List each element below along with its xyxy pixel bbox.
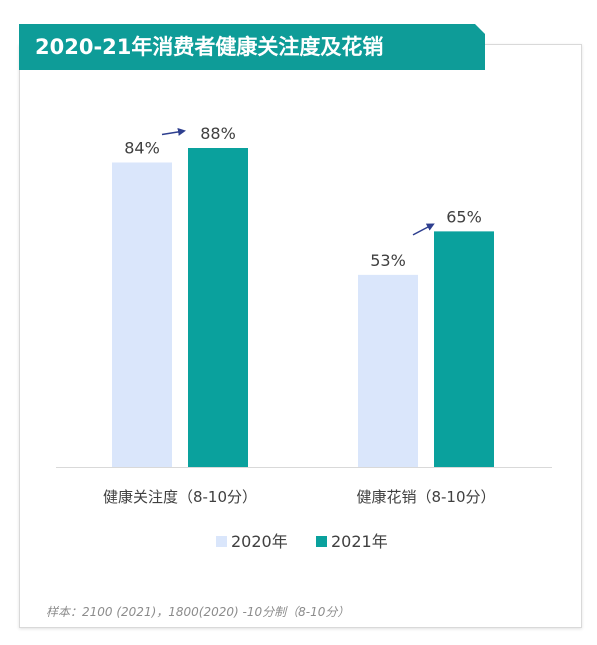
bar-2021-group-1 <box>188 148 248 467</box>
title-banner: 2020-21年消费者健康关注度及花销 <box>19 24 485 70</box>
bar-2020-group-2 <box>358 274 418 467</box>
data-label-2021-group-1: 88% <box>200 124 236 143</box>
legend-swatch-2020 <box>216 536 227 547</box>
category-label-2: 健康花销（8-10分） <box>356 488 495 506</box>
data-label-2020-group-1: 84% <box>124 139 160 158</box>
legend-label-2020: 2020年 <box>231 532 288 551</box>
change-arrow-group-1 <box>161 127 186 136</box>
chart-title: 2020-21年消费者健康关注度及花销 <box>35 35 384 59</box>
legend-swatch-2021 <box>316 536 327 547</box>
bar-2021-group-2 <box>434 231 494 467</box>
change-arrow-group-2 <box>412 223 435 236</box>
data-label-2020-group-2: 53% <box>370 251 406 270</box>
legend-label-2021: 2021年 <box>331 532 388 551</box>
bar-2020-group-1 <box>112 162 172 467</box>
category-label-1: 健康关注度（8-10分） <box>103 488 257 506</box>
data-label-2021-group-2: 65% <box>446 207 482 226</box>
sample-footnote: 样本：2100 (2021)，1800(2020) -10分制（8-10分） <box>46 605 350 619</box>
